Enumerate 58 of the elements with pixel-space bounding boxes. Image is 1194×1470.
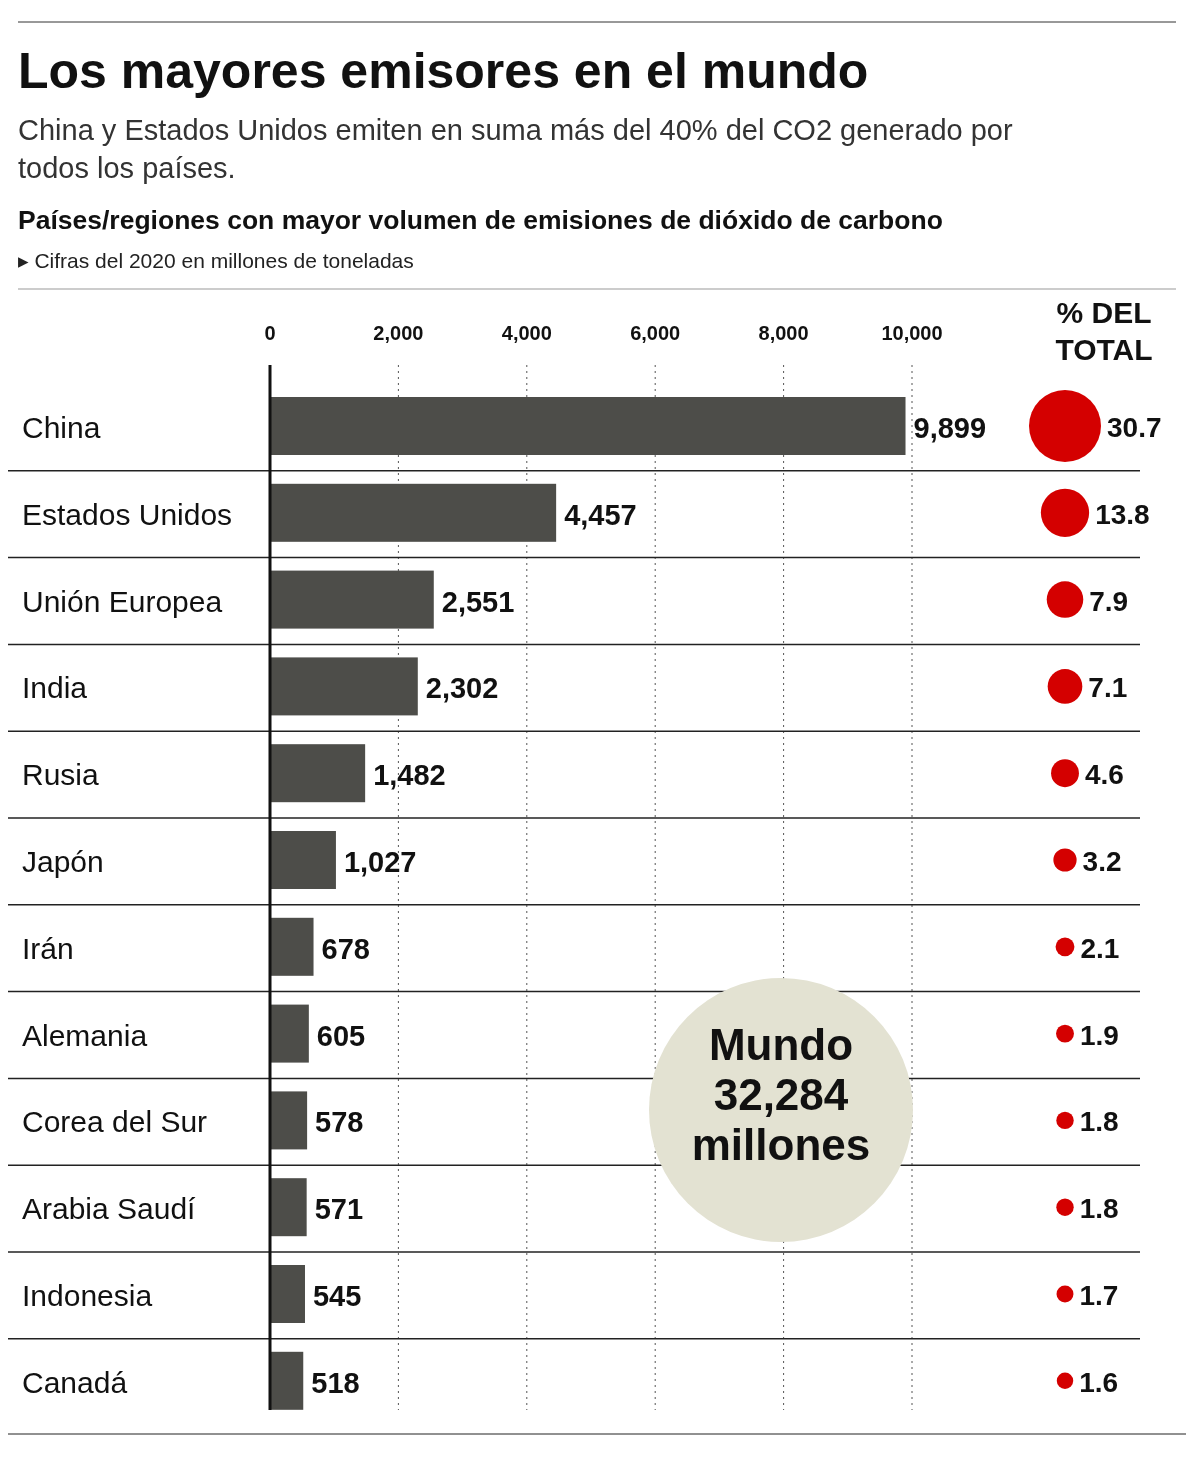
data-label: 1.8 <box>1079 1106 1119 1138</box>
bar <box>270 831 336 889</box>
y-tick-label: Estados Unidos <box>22 497 233 531</box>
text: % DEL TOTAL <box>1055 296 1153 366</box>
data-label: 571 <box>314 1193 364 1226</box>
data-label: 1,482 <box>373 759 446 792</box>
bar <box>270 1351 304 1410</box>
chart-subtitle: China y Estados Unidos emiten en suma más del 40% del CO2 generado por todos los países. <box>18 114 1013 184</box>
bar <box>270 1091 308 1150</box>
bar <box>270 657 418 716</box>
data-label: 2,551 <box>441 585 515 618</box>
data-label: 605 <box>316 1019 366 1052</box>
data-label: 1.6 <box>1079 1366 1119 1398</box>
data-label: 545 <box>312 1280 362 1312</box>
y-tick-label: Canadá <box>22 1365 128 1399</box>
data-label: 4.6 <box>1084 759 1124 791</box>
data-label: 1.7 <box>1079 1280 1119 1311</box>
data-label: 578 <box>315 1106 364 1139</box>
bar <box>270 1178 307 1237</box>
y-tick-label: China <box>22 411 101 444</box>
bar <box>270 1004 309 1063</box>
data-label: 518 <box>311 1366 360 1399</box>
text: Países/regiones con mayor volumen de emisiones de dióxido de carbono <box>18 205 943 235</box>
data-label: 2,302 <box>425 672 499 705</box>
data-label: 7.1 <box>1088 672 1128 704</box>
y-tick-label: Japón <box>22 845 104 878</box>
y-tick-label: Unión Europea <box>22 584 223 618</box>
x-tick-label: 10,000 <box>881 322 943 344</box>
y-tick-label: Corea del Sur <box>22 1105 208 1139</box>
y-tick-label: Indonesia <box>22 1279 153 1312</box>
data-label: 13.8 <box>1095 498 1150 530</box>
data-label: 9,899 <box>913 412 987 444</box>
y-tick-label: Rusia <box>22 758 100 792</box>
data-label: 1.8 <box>1079 1193 1119 1225</box>
y-tick-label: India <box>22 671 88 705</box>
data-label: 2.1 <box>1080 932 1120 964</box>
chart-title: Los mayores emisores en el mundo <box>18 43 869 99</box>
y-tick-label: Arabia Saudí <box>22 1192 197 1226</box>
x-axis-title: ▸ Cifras del 2020 en millones de toneladas <box>18 249 414 272</box>
x-tick-label: 2,000 <box>373 322 424 344</box>
data-label: 4,457 <box>564 498 637 531</box>
annotation: Mundo 32,284 millones <box>691 1020 871 1169</box>
data-label: 1.9 <box>1079 1019 1119 1051</box>
x-tick-label: 6,000 <box>630 322 681 344</box>
data-label: 30.7 <box>1107 412 1162 443</box>
x-tick-label: 4,000 <box>501 322 552 344</box>
bar <box>270 483 557 542</box>
bar <box>270 917 314 976</box>
y-tick-label: Irán <box>22 931 74 965</box>
bar <box>270 744 366 803</box>
data-label: 3.2 <box>1082 846 1122 877</box>
bar <box>270 1265 305 1323</box>
data-label: 7.9 <box>1089 585 1129 617</box>
x-tick-label: 8,000 <box>758 322 809 344</box>
y-tick-label: Alemania <box>22 1018 148 1052</box>
x-tick-label: 0 <box>264 322 276 344</box>
data-label: 1,027 <box>343 846 417 878</box>
data-label: 678 <box>321 932 370 965</box>
